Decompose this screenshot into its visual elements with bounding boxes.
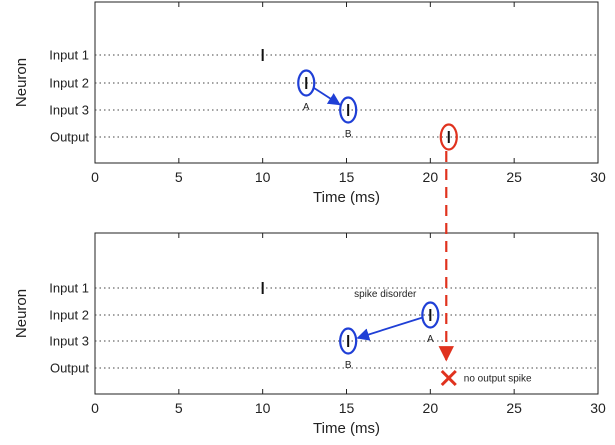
spike-label: A — [303, 102, 310, 113]
y-axis-title: Neuron — [13, 58, 30, 107]
spike-label: B — [345, 360, 352, 371]
arrow-label: spike disorder — [354, 289, 417, 300]
neuron-label: Input 3 — [49, 103, 89, 118]
chart-panel-1: Input 1 Input 2 Input 3 Output 0 5 10 15 20 25 30 T… — [13, 1, 606, 206]
x-tick-label: 25 — [506, 400, 522, 416]
x-tick-label: 15 — [339, 400, 355, 416]
x-tick-label: 15 — [339, 169, 355, 185]
neuron-label: Input 1 — [49, 281, 89, 296]
neuron-label: Output — [50, 361, 89, 376]
missing-output-cross — [440, 369, 457, 387]
neuron-label: Input 1 — [49, 48, 89, 63]
x-tick-label: 30 — [590, 169, 606, 185]
x-tick-label: 10 — [255, 400, 271, 416]
x-axis-title: Time (ms) — [313, 420, 380, 437]
y-axis-title: Neuron — [13, 289, 30, 338]
spike-circle — [339, 96, 358, 124]
neuron-label: Input 3 — [49, 334, 89, 349]
x-tick-label: 10 — [255, 169, 271, 185]
order-arrow — [356, 316, 423, 341]
x-axis-title: Time (ms) — [313, 189, 380, 206]
x-tick-label: 20 — [423, 400, 439, 416]
spike-label: A — [427, 334, 434, 345]
x-tick-label: 30 — [590, 400, 606, 416]
x-tick-label: 0 — [91, 169, 99, 185]
neuron-label: Output — [50, 130, 89, 145]
spike-circle — [339, 327, 358, 355]
order-arrow — [313, 87, 341, 106]
spike-circle — [297, 69, 316, 97]
neuron-label: Input 2 — [49, 76, 89, 91]
spike-circle — [421, 301, 440, 329]
missing-output-label: no output spike — [464, 374, 532, 385]
x-tick-label: 25 — [506, 169, 522, 185]
neuron-label: Input 2 — [49, 308, 89, 323]
spike-label: B — [345, 129, 352, 140]
chart-panel-2: Input 1 Input 2 Input 3 Output 0 5 10 15 20 25 30 T… — [13, 232, 606, 437]
x-tick-label: 5 — [175, 400, 183, 416]
output-spike-circle — [439, 123, 458, 151]
x-tick-label: 5 — [175, 169, 183, 185]
x-tick-label: 0 — [91, 400, 99, 416]
x-tick-label: 20 — [423, 169, 439, 185]
